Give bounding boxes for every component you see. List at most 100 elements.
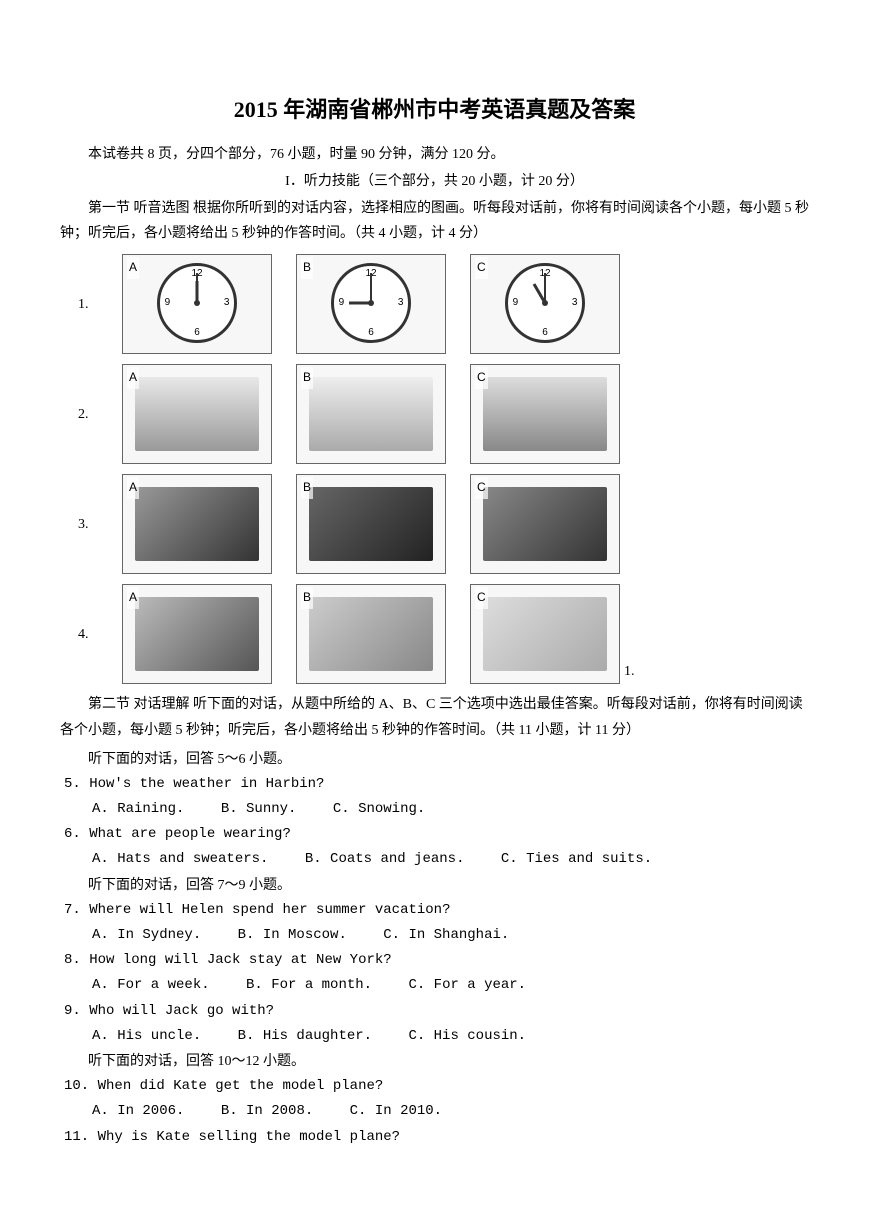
q10-num: 10. (64, 1078, 89, 1094)
person-icon (483, 597, 607, 671)
q5-num: 5. (64, 776, 81, 792)
q7-text: Where will Helen spend her summer vacati… (89, 902, 450, 918)
q5-options: A. Raining. B. Sunny. C. Snowing. (92, 797, 809, 822)
q4-option-a: A (122, 584, 272, 684)
q3-option-b: B (296, 474, 446, 574)
train-icon (135, 377, 259, 451)
q8-num: 8. (64, 952, 81, 968)
option-label: C (475, 587, 488, 609)
dialog-intro-1: 听下面的对话，回答 5～6 小题。 (60, 747, 809, 772)
q8: 8. How long will Jack stay at New York? (64, 948, 809, 973)
option-label: A (127, 477, 139, 499)
exam-intro: 本试卷共 8 页，分四个部分，76 小题，时量 90 分钟，满分 120 分。 (60, 142, 809, 167)
q4-option-c: C (470, 584, 620, 684)
q1-option-b: B 12 3 6 9 (296, 254, 446, 354)
option-label: B (301, 587, 313, 609)
trailing-number: 1. (624, 659, 635, 684)
image-row-2: 2. A B C (78, 364, 809, 464)
q6-text: What are people wearing? (89, 826, 291, 842)
q5-opt-b: B. Sunny. (221, 797, 297, 822)
q7-options: A. In Sydney. B. In Moscow. C. In Shangh… (92, 923, 809, 948)
q8-opt-c: C. For a year. (408, 973, 526, 998)
laptop-icon (483, 487, 607, 561)
q9-opt-c: C. His cousin. (408, 1024, 526, 1049)
q1-option-a: A 12 3 6 9 (122, 254, 272, 354)
option-label: B (301, 367, 313, 389)
image-row-4: 4. A B C (78, 584, 620, 684)
image-row-1: 1. A 12 3 6 9 B 12 3 6 9 (78, 254, 809, 354)
q8-options: A. For a week. B. For a month. C. For a … (92, 973, 809, 998)
section-1-part-1: 第一节 听音选图 根据你所听到的对话内容，选择相应的图画。听每段对话前，你将有时… (60, 196, 809, 246)
q11: 11. Why is Kate selling the model plane? (64, 1125, 809, 1150)
q3-option-c: C (470, 474, 620, 574)
q6-num: 6. (64, 826, 81, 842)
page-title: 2015 年湖南省郴州市中考英语真题及答案 (60, 90, 809, 130)
q7-num: 7. (64, 902, 81, 918)
dialog-intro-2: 听下面的对话，回答 7～9 小题。 (60, 873, 809, 898)
telephone-icon (135, 487, 259, 561)
q9-opt-a: A. His uncle. (92, 1024, 201, 1049)
q9-options: A. His uncle. B. His daughter. C. His co… (92, 1024, 809, 1049)
q5-text: How's the weather in Harbin? (89, 776, 324, 792)
q4-number: 4. (78, 622, 98, 647)
q11-text: Why is Kate selling the model plane? (98, 1129, 400, 1145)
horse-rider-icon (309, 597, 433, 671)
section-1-part-2: 第二节 对话理解 听下面的对话，从题中所给的 A、B、C 三个选项中选出最佳答案… (60, 692, 809, 742)
dialogue-questions: 听下面的对话，回答 5～6 小题。 5. How's the weather i… (60, 747, 809, 1150)
option-label: A (127, 257, 139, 279)
q9-opt-b: B. His daughter. (238, 1024, 372, 1049)
q10-opt-a: A. In 2006. (92, 1099, 184, 1124)
option-label: B (301, 477, 313, 499)
q10-opt-b: B. In 2008. (221, 1099, 313, 1124)
camera-icon (309, 487, 433, 561)
q7-opt-c: C. In Shanghai. (383, 923, 509, 948)
q9: 9. Who will Jack go with? (64, 999, 809, 1024)
q9-text: Who will Jack go with? (89, 1003, 274, 1019)
q2-number: 2. (78, 402, 98, 427)
q6-opt-c: C. Ties and suits. (501, 847, 652, 872)
image-row-3: 3. A B C (78, 474, 809, 574)
image-question-grid: 1. A 12 3 6 9 B 12 3 6 9 (78, 254, 809, 684)
q3-option-a: A (122, 474, 272, 574)
q10: 10. When did Kate get the model plane? (64, 1074, 809, 1099)
q4-option-b: B (296, 584, 446, 684)
q10-opt-c: C. In 2010. (350, 1099, 442, 1124)
q7-opt-b: B. In Moscow. (238, 923, 347, 948)
clock-icon: 12 3 6 9 (331, 263, 411, 343)
option-label: A (127, 367, 139, 389)
bus-icon (483, 377, 607, 451)
q10-text: When did Kate get the model plane? (98, 1078, 384, 1094)
option-label: C (475, 257, 488, 279)
option-label: A (127, 587, 139, 609)
singer-icon (135, 597, 259, 671)
q6-opt-b: B. Coats and jeans. (305, 847, 465, 872)
q2-option-b: B (296, 364, 446, 464)
q5-opt-c: C. Snowing. (333, 797, 425, 822)
q2-option-a: A (122, 364, 272, 464)
option-label: C (475, 477, 488, 499)
q7: 7. Where will Helen spend her summer vac… (64, 898, 809, 923)
option-label: C (475, 367, 488, 389)
q6: 6. What are people wearing? (64, 822, 809, 847)
q10-options: A. In 2006. B. In 2008. C. In 2010. (92, 1099, 809, 1124)
q7-opt-a: A. In Sydney. (92, 923, 201, 948)
section-1-header: I．听力技能（三个部分，共 20 小题，计 20 分） (60, 169, 809, 194)
q9-num: 9. (64, 1003, 81, 1019)
q3-number: 3. (78, 512, 98, 537)
option-label: B (301, 257, 313, 279)
q1-option-c: C 12 3 6 9 (470, 254, 620, 354)
q6-opt-a: A. Hats and sweaters. (92, 847, 268, 872)
q8-opt-b: B. For a month. (246, 973, 372, 998)
q2-option-c: C (470, 364, 620, 464)
q8-opt-a: A. For a week. (92, 973, 210, 998)
car-icon (309, 377, 433, 451)
dialog-intro-3: 听下面的对话，回答 10～12 小题。 (60, 1049, 809, 1074)
q6-options: A. Hats and sweaters. B. Coats and jeans… (92, 847, 809, 872)
q11-num: 11. (64, 1129, 89, 1145)
q5: 5. How's the weather in Harbin? (64, 772, 809, 797)
q5-opt-a: A. Raining. (92, 797, 184, 822)
q1-number: 1. (78, 292, 98, 317)
q8-text: How long will Jack stay at New York? (89, 952, 391, 968)
clock-icon: 12 3 6 9 (157, 263, 237, 343)
clock-icon: 12 3 6 9 (505, 263, 585, 343)
